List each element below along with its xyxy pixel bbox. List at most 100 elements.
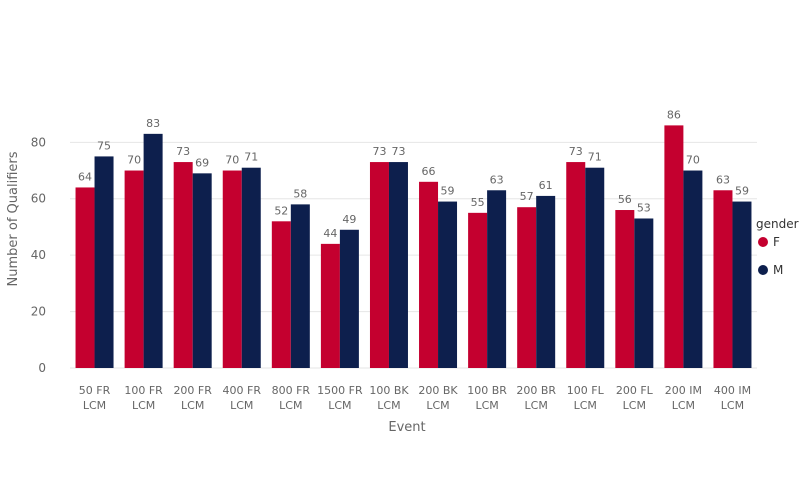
bar-F-10[interactable] [566,162,586,368]
x-tick-label: 50 FR [79,384,111,397]
data-label-F-3: 70 [225,154,239,167]
legend-label-F[interactable]: F [773,235,780,249]
x-tick-label: 800 FR [272,384,311,397]
y-axis-ticks: 0 20 40 60 80 [31,135,46,375]
bar-F-6[interactable] [369,162,389,368]
legend-label-M[interactable]: M [773,263,783,277]
bar-F-13[interactable] [713,190,733,368]
data-label-F-12: 86 [667,108,681,121]
data-label-F-2: 73 [176,145,190,158]
data-label-M-7: 59 [441,185,455,198]
x-tick-label: LCM [574,399,597,412]
x-tick-label: LCM [230,399,253,412]
x-tick-label: LCM [83,399,106,412]
x-tick-label: 200 FR [173,384,212,397]
bar-M-12[interactable] [683,170,703,368]
data-label-M-10: 71 [588,151,602,164]
bar-M-4[interactable] [290,204,310,368]
y-axis-title: Number of Qualifiers [6,151,21,286]
bar-M-6[interactable] [388,162,408,368]
y-tick-label: 60 [31,192,46,206]
data-label-F-9: 57 [520,190,534,203]
x-axis-title: Event [388,420,425,435]
bar-M-8[interactable] [487,190,507,368]
x-tick-label: LCM [623,399,646,412]
data-label-M-4: 58 [293,187,307,200]
x-tick-label: 200 FL [616,384,654,397]
bar-F-9[interactable] [517,207,537,368]
bar-F-0[interactable] [75,187,95,368]
x-tick-label: 1500 FR [317,384,363,397]
data-label-M-8: 63 [490,173,504,186]
data-label-M-0: 75 [97,139,111,152]
bar-F-4[interactable] [271,221,291,368]
x-tick-label: LCM [672,399,695,412]
x-tick-label: 100 BR [467,384,507,397]
x-tick-label: 200 IM [665,384,702,397]
x-tick-label: LCM [525,399,548,412]
data-label-M-11: 53 [637,201,651,214]
x-tick-label: 100 FL [567,384,605,397]
x-tick-label: LCM [426,399,449,412]
data-label-F-0: 64 [78,170,92,183]
data-label-F-10: 73 [569,145,583,158]
x-tick-label: 400 IM [714,384,751,397]
data-labels: 64 75 70 83 73 69 70 71 52 58 44 49 73 73 66 59 55 63 57 61… [78,108,749,239]
legend-marker-M[interactable] [758,265,768,275]
x-tick-label: LCM [377,399,400,412]
x-axis-ticks: 50 FR LCM 100 FR LCM 200 FR LCM 400 FR LCM 800 F… [79,384,751,412]
legend-title: gender [756,217,799,231]
x-tick-label: LCM [132,399,155,412]
legend-marker-F[interactable] [758,237,768,247]
data-label-F-1: 70 [127,154,141,167]
bars [75,125,752,369]
bar-F-11[interactable] [615,210,635,368]
x-tick-label: LCM [181,399,204,412]
data-label-F-7: 66 [422,165,436,178]
bar-M-1[interactable] [143,133,163,368]
gridlines [70,141,757,369]
legend: gender FM [756,217,799,277]
x-tick-label: 100 BK [369,384,409,397]
y-tick-label: 0 [38,361,46,375]
bar-M-5[interactable] [339,229,359,368]
data-label-F-4: 52 [274,204,288,217]
bar-F-3[interactable] [222,170,242,368]
data-label-M-3: 71 [244,151,258,164]
x-tick-label: LCM [475,399,498,412]
y-tick-label: 40 [31,248,46,262]
bar-F-8[interactable] [468,212,488,368]
bar-M-13[interactable] [732,201,752,368]
data-label-M-13: 59 [735,185,749,198]
data-label-M-9: 61 [539,179,553,192]
data-label-F-11: 56 [618,193,632,206]
bar-M-0[interactable] [94,156,114,368]
bar-F-7[interactable] [419,181,439,368]
x-tick-label: 100 FR [124,384,163,397]
bar-F-2[interactable] [173,162,193,368]
data-label-M-2: 69 [195,156,209,169]
bar-F-1[interactable] [124,170,144,368]
x-tick-label: 400 FR [223,384,262,397]
x-tick-label: 200 BR [516,384,556,397]
data-label-M-12: 70 [686,154,700,167]
bar-M-10[interactable] [585,167,605,368]
data-label-M-6: 73 [391,145,405,158]
y-tick-label: 80 [31,135,46,149]
bar-M-3[interactable] [241,167,261,368]
bar-F-12[interactable] [664,125,684,369]
data-label-M-1: 83 [146,117,160,130]
data-label-F-6: 73 [372,145,386,158]
x-tick-label: 200 BK [418,384,458,397]
y-tick-label: 20 [31,305,46,319]
bar-M-2[interactable] [192,173,212,368]
x-tick-label: LCM [279,399,302,412]
bar-M-11[interactable] [634,218,654,368]
bar-M-9[interactable] [536,195,556,368]
bar-F-5[interactable] [320,243,340,368]
x-tick-label: LCM [328,399,351,412]
data-label-F-5: 44 [323,227,337,240]
bar-M-7[interactable] [438,201,458,368]
